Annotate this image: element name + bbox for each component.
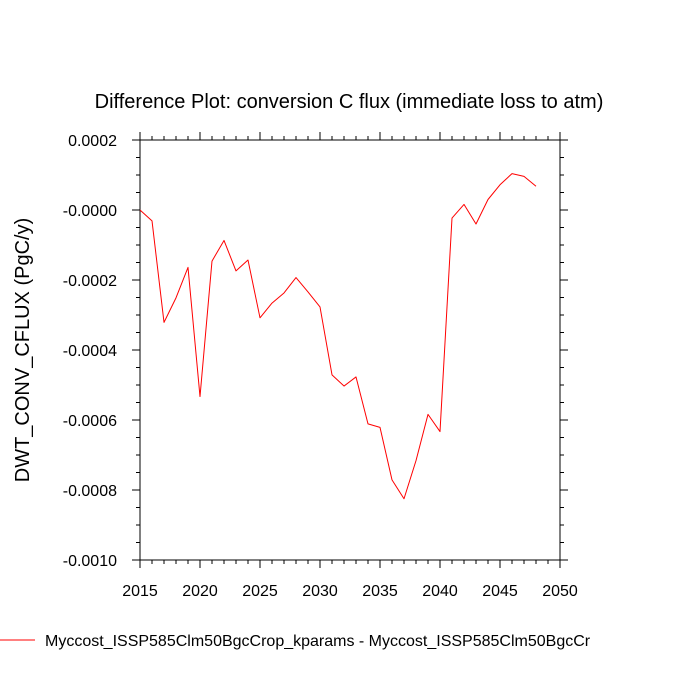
y-tick-label: -0.0006: [63, 413, 117, 430]
x-tick-label: 2045: [482, 583, 518, 600]
x-tick-label: 2050: [542, 583, 578, 600]
y-tick-label: -0.0002: [63, 273, 117, 290]
y-tick-label: -0.0010: [63, 553, 117, 570]
x-axis-tick-labels: 2015 2020 2025 2030 2035 2040 2045 2050: [122, 583, 578, 600]
plot-frame: [139, 139, 561, 561]
y-axis-label: DWT_CONV_CFLUX (PgC/y): [12, 218, 34, 482]
y-axis-tick-labels: 0.0002 -0.0000 -0.0002 -0.0004 -0.0006 -0.000…: [63, 133, 117, 570]
legend-label: Myccost_ISSP585Clm50BgcCrop_kparams - My…: [45, 633, 591, 650]
series-line: [139, 173, 537, 500]
x-tick-label: 2040: [422, 583, 458, 600]
x-tick-label: 2015: [122, 583, 158, 600]
x-tick-label: 2020: [182, 583, 218, 600]
x-tick-label: 2035: [362, 583, 398, 600]
chart-title: Difference Plot: conversion C flux (imme…: [95, 91, 604, 113]
y-tick-label: -0.0008: [63, 483, 117, 500]
x-tick-label: 2030: [302, 583, 338, 600]
legend: Myccost_ISSP585Clm50BgcCrop_kparams - My…: [0, 633, 591, 650]
x-tick-label: 2025: [242, 583, 278, 600]
y-tick-label: -0.0000: [63, 203, 117, 220]
y-tick-label: 0.0002: [68, 133, 117, 150]
x-axis-ticks: [139, 132, 561, 568]
series-group: [139, 173, 537, 500]
y-axis-ticks: [132, 139, 568, 561]
y-tick-label: -0.0004: [63, 343, 117, 360]
